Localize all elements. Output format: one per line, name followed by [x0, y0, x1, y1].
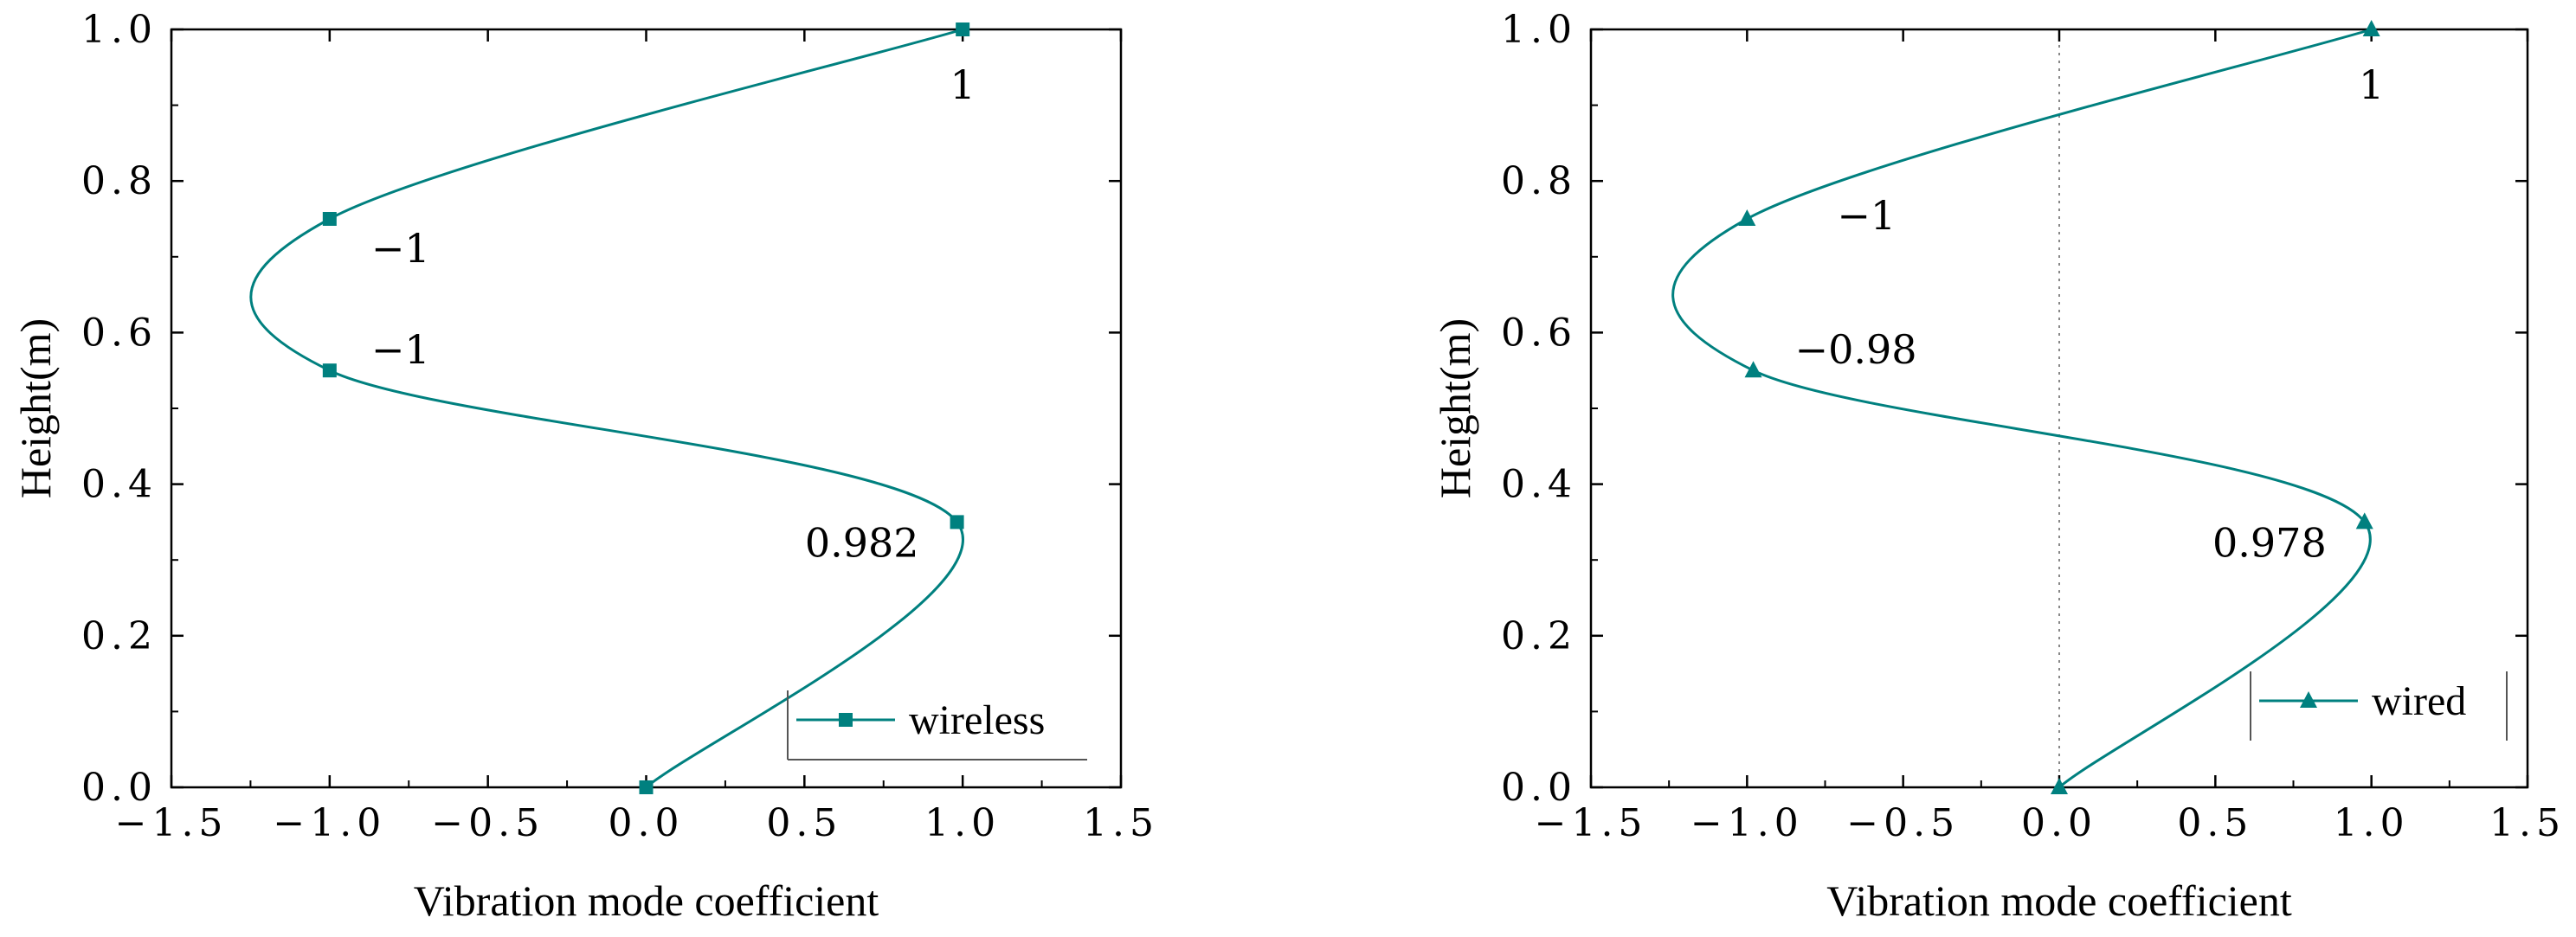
y-tick-label: 1.0 [81, 8, 158, 52]
legend-label: wireless [909, 697, 1045, 743]
x-tick-label: 0.5 [2177, 801, 2253, 845]
data-point-wired [2362, 20, 2380, 36]
y-tick-label: 0.4 [1501, 463, 1577, 507]
x-tick-label: 1.5 [1083, 801, 1159, 845]
y-tick-label: 0.6 [81, 311, 158, 355]
y-axis-title: Height(m) [1431, 318, 1479, 498]
data-point-wireless [322, 363, 337, 378]
data-point-wired [2051, 778, 2068, 794]
x-tick-label: 0.0 [2021, 801, 2097, 845]
data-point-wired [2355, 512, 2373, 529]
x-axis-title: Vibration mode coefficient [414, 876, 879, 925]
x-tick-label: −1.5 [115, 801, 229, 845]
x-tick-label: −1.0 [1690, 801, 1804, 845]
chart-panel-2: −1.5 −1.0 −0.5 0.0 0.5 1.0 1.5 0.0 0.2 0.4 0.6 0.8 1… [1431, 8, 2566, 925]
y-tick-label: 0.8 [81, 159, 158, 203]
data-point-wired [1738, 209, 1756, 226]
data-point-wireless [639, 780, 654, 794]
series-line-wireless [249, 28, 964, 789]
data-point-wired [1744, 361, 1762, 378]
y-tick-label: 0.8 [1501, 159, 1577, 203]
x-tick-label: 0.0 [609, 801, 685, 845]
data-label: 0.978 [2212, 519, 2327, 566]
legend: wireless [787, 690, 1087, 761]
x-tick-label: −0.5 [1846, 801, 1960, 845]
chart-panel-1: −1.5 −1.0 −0.5 0.0 0.5 1.0 1.5 0.0 0.2 0.4 0.6 0.8 1… [11, 8, 1159, 925]
x-tick-label: −0.5 [431, 801, 544, 845]
y-tick-label: 0.2 [81, 614, 158, 658]
series-line-wired [1671, 28, 2373, 789]
plot-frame [1589, 28, 2529, 789]
x-tick-label: −1.0 [273, 801, 386, 845]
data-point-wireless [956, 22, 970, 36]
x-tick-label: 1.0 [924, 801, 1001, 845]
data-point-wireless [322, 212, 337, 226]
y-tick-label: 0.0 [1501, 766, 1577, 810]
data-label: 1 [950, 61, 976, 108]
plot-frame [170, 28, 1123, 789]
x-axis-title: Vibration mode coefficient [1826, 876, 2292, 925]
y-tick-label: 0.2 [1501, 614, 1577, 658]
legend-label: wired [2372, 678, 2466, 724]
data-label: −1 [371, 326, 430, 373]
x-tick-label: −1.5 [1535, 801, 1648, 845]
y-tick-label: 0.4 [81, 463, 158, 507]
x-tick-label: 1.5 [2489, 801, 2566, 845]
data-label: −1 [371, 225, 430, 272]
legend-marker [839, 713, 853, 727]
y-tick-label: 1.0 [1501, 8, 1577, 52]
data-label: 0.982 [805, 519, 919, 566]
y-tick-label: 0.6 [1501, 311, 1577, 355]
x-tick-label: 1.0 [2334, 801, 2410, 845]
x-tick-label: 0.5 [766, 801, 842, 845]
data-label: 1 [2359, 61, 2384, 108]
y-tick-label: 0.0 [81, 766, 158, 810]
y-axis-title: Height(m) [11, 318, 60, 498]
legend: wired [2250, 671, 2508, 741]
data-label: −1 [1837, 192, 1896, 239]
data-point-wireless [950, 515, 964, 529]
data-label: −0.98 [1795, 326, 1917, 373]
legend-marker [2300, 691, 2317, 708]
